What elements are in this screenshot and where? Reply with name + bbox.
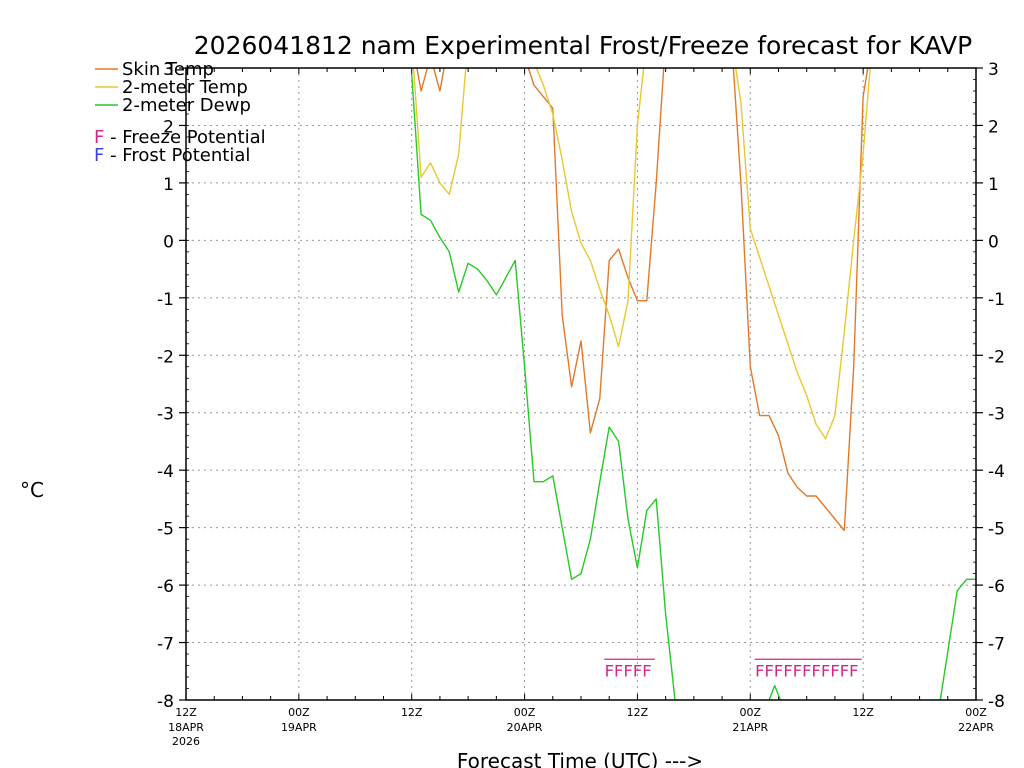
- freeze-mark: F: [783, 661, 793, 680]
- legend-skin-label: Skin Temp: [122, 59, 214, 80]
- series-line-skin: [416, 68, 869, 532]
- y-tick-label: -5: [157, 520, 174, 540]
- y-tick-label-right: -8: [988, 692, 1005, 712]
- x-tick-date: 22APR: [958, 721, 994, 734]
- y-tick-label: -1: [157, 290, 174, 310]
- freeze-mark: F: [792, 661, 802, 680]
- y-tick-label-right: -3: [988, 405, 1005, 425]
- y-tick-label: -3: [157, 405, 174, 425]
- y-axis-label: °C: [20, 478, 44, 502]
- x-tick-date: 19APR: [281, 721, 317, 734]
- x-tick-label: 12Z: [627, 706, 649, 719]
- y-tick-label: 2: [163, 117, 174, 137]
- series-group: [411, 68, 976, 700]
- freeze-mark: F: [633, 661, 643, 680]
- x-tick-label: 12Z: [401, 706, 423, 719]
- y-tick-label: -7: [157, 635, 174, 655]
- y-tick-label-right: -4: [988, 462, 1005, 482]
- y-tick-label-right: -7: [988, 635, 1005, 655]
- x-tick-date: 18APR: [168, 721, 204, 734]
- y-tick-label-right: -6: [988, 577, 1005, 597]
- y-tick-label: -2: [157, 347, 174, 367]
- y-tick-label: 3: [163, 60, 174, 80]
- y-tick-label-right: 1: [988, 175, 999, 195]
- x-axis-label: Forecast Time (UTC) --->: [457, 749, 703, 768]
- series-line-dewp: [768, 684, 782, 700]
- freeze-mark: F: [802, 661, 812, 680]
- freeze-mark: F: [774, 661, 784, 680]
- y-tick-label-right: 2: [988, 117, 999, 137]
- x-tick-label: 12Z: [852, 706, 874, 719]
- y-tick-label: -8: [157, 692, 174, 712]
- x-tick-label: 00Z: [514, 706, 536, 719]
- x-tick-date: 21APR: [732, 721, 768, 734]
- x-tick-label: 00Z: [740, 706, 762, 719]
- freeze-mark: F: [830, 661, 840, 680]
- legend-dewp-label: 2-meter Dewp: [122, 95, 251, 116]
- freeze-mark: F: [755, 661, 765, 680]
- y-tick-label: -6: [157, 577, 174, 597]
- freeze-mark: F: [840, 661, 850, 680]
- x-tick-date: 20APR: [507, 721, 543, 734]
- y-tick-label-right: -2: [988, 347, 1005, 367]
- y-tick-label: 0: [163, 232, 174, 252]
- plot-frame: [185, 67, 977, 701]
- x-tick-year: 2026: [172, 735, 200, 748]
- y-tick-label-right: 3: [988, 60, 999, 80]
- x-tick-label: 12Z: [175, 706, 197, 719]
- freeze-mark: F: [604, 661, 614, 680]
- y-tick-label-right: 0: [988, 232, 999, 252]
- freeze-mark: F: [642, 661, 652, 680]
- series-line-dewp: [939, 578, 976, 700]
- y-tick-label-right: -5: [988, 520, 1005, 540]
- y-axis-right: -8 -7 -6 -5 -4 -3 -2 -1 0 1 2 3: [973, 60, 1005, 712]
- series-line-dewp: [411, 73, 676, 700]
- x-tick-label: 00Z: [288, 706, 310, 719]
- legend-freeze-label: - Freeze Potential: [104, 127, 265, 148]
- series-line-temp: [412, 68, 871, 440]
- legend-freeze-mark: F: [94, 127, 104, 148]
- chart-title: 2026041812 nam Experimental Frost/Freeze…: [194, 31, 972, 60]
- freeze-mark: F: [764, 661, 774, 680]
- freeze-mark: F: [623, 661, 633, 680]
- x-tick-label: 00Z: [965, 706, 987, 719]
- legend-frost: F - Frost Potential: [94, 145, 250, 166]
- legend-temp-label: 2-meter Temp: [122, 77, 248, 98]
- freeze-mark: F: [821, 661, 831, 680]
- legend: Skin Temp 2-meter Temp 2-meter Dewp F - …: [94, 59, 266, 166]
- freeze-mark: F: [614, 661, 624, 680]
- y-tick-label: -4: [157, 462, 174, 482]
- legend-frost-mark: F: [94, 145, 104, 166]
- grid-lines: [185, 67, 977, 701]
- legend-freeze: F - Freeze Potential: [94, 127, 266, 148]
- y-tick-label-right: -1: [988, 290, 1005, 310]
- freeze-mark: F: [849, 661, 859, 680]
- legend-frost-label: - Frost Potential: [104, 145, 250, 166]
- y-axis-left: -8 -7 -6 -5 -4 -3 -2 -1 0 1 2 3: [157, 60, 189, 712]
- y-tick-label: 1: [163, 175, 174, 195]
- freeze-mark: F: [811, 661, 821, 680]
